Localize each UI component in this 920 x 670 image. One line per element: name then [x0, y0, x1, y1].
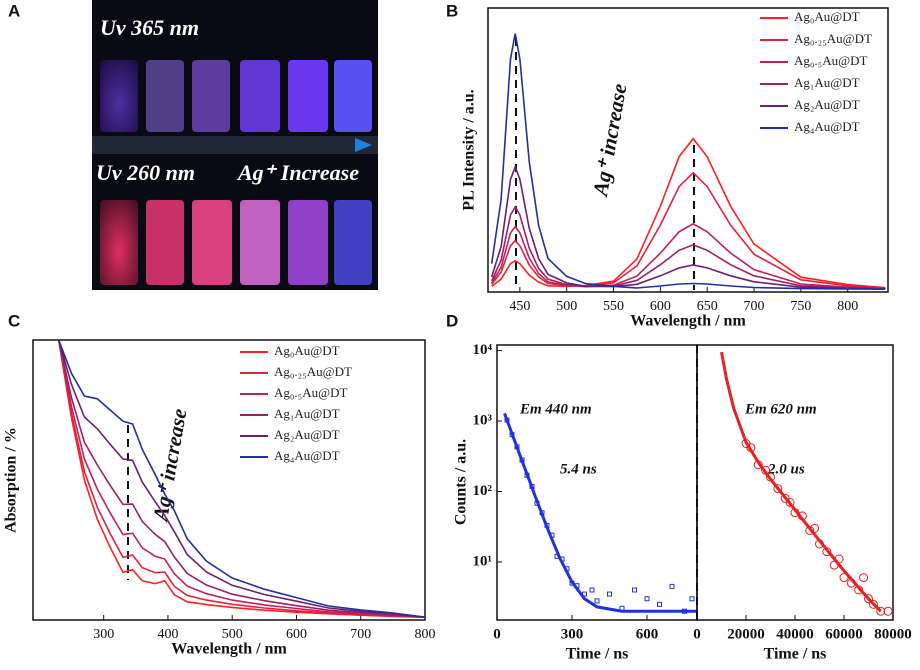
series-line: [491, 222, 886, 290]
series-line: [57, 339, 426, 618]
x-tick-label: 700: [350, 627, 371, 642]
x-tick-label: 20000: [727, 626, 765, 642]
annotation: Em 440 nm: [519, 401, 592, 417]
data-point: [868, 599, 878, 609]
y-tick-label: 10⁴: [473, 342, 493, 358]
x-tick-label: 600: [636, 626, 659, 642]
plot-frame: [496, 344, 698, 621]
legend-label: Ag₄Au@DT: [794, 119, 860, 134]
arrow-head: [355, 138, 372, 152]
annotation: Ag⁺ increase: [588, 82, 632, 200]
series-line: [57, 339, 426, 618]
legend-label: Ag₀.₅Au@DT: [274, 385, 347, 400]
fit-line: [503, 412, 697, 613]
x-tick-label: 60000: [825, 626, 863, 642]
x-tick-label: 650: [697, 299, 718, 314]
x-tick-label: 500: [556, 299, 577, 314]
panel-label: A: [8, 1, 20, 20]
photo-label: Ag⁺ Increase: [236, 160, 359, 185]
x-axis-label: Time / ns: [764, 646, 827, 663]
x-tick-label: 800: [415, 627, 436, 642]
series-line: [491, 171, 886, 289]
y-tick-label: 10²: [473, 483, 493, 499]
legend-label: Ag₁Au@DT: [794, 75, 860, 90]
legend-label: Ag₄Au@DT: [274, 448, 340, 463]
data-point: [773, 484, 783, 494]
y-axis-label: PL Intensity / a.u.: [461, 89, 478, 210]
legend-label: Ag₁Au@DT: [274, 406, 340, 421]
legend-label: Ag₀.₅Au@DT: [794, 53, 867, 68]
data-point: [607, 591, 612, 597]
annotation: 2.0 us: [767, 461, 805, 477]
legend-label: Ag₂Au@DT: [794, 97, 860, 112]
plot-frame: [696, 344, 894, 621]
data-point: [657, 601, 662, 607]
x-tick-label: 700: [744, 299, 765, 314]
legend-label: Ag₀.₂₅Au@DT: [794, 31, 872, 46]
panel-label: B: [446, 1, 458, 20]
panel-label: C: [8, 311, 20, 330]
series-line: [57, 339, 426, 618]
x-tick-label: 0: [693, 626, 701, 642]
plot-frame: [32, 339, 426, 621]
x-tick-label: 600: [286, 627, 307, 642]
data-point: [876, 606, 886, 616]
photo: Uv 365 nm Uv 260 nm Ag⁺ Increase: [92, 0, 378, 290]
x-axis-label: Wavelength / nm: [630, 313, 746, 330]
data-point: [632, 587, 637, 593]
x-tick-label: 0: [493, 626, 501, 642]
legend-label: Ag₀.₂₅Au@DT: [274, 364, 352, 379]
series-line: [57, 339, 426, 618]
series-line: [491, 137, 886, 289]
vials-top: [100, 60, 372, 132]
annotation: Ag⁺ increase: [148, 407, 192, 525]
plot-frame: [487, 7, 889, 293]
y-tick-label: 10³: [473, 412, 493, 428]
x-tick-label: 40000: [776, 626, 814, 642]
fit-line: [720, 351, 882, 613]
x-tick-label: 550: [603, 299, 624, 314]
photo-label: Uv 365 nm: [100, 15, 199, 40]
x-axis-label: Time / ns: [566, 646, 629, 663]
y-tick-label: 10¹: [473, 553, 493, 569]
vials-bottom: [100, 200, 372, 285]
y-axis-label: Counts / a.u.: [453, 439, 470, 525]
data-point: [859, 573, 869, 583]
y-axis-label: Absorption / %: [3, 427, 20, 533]
data-point: [689, 596, 695, 602]
series-line: [490, 164, 886, 290]
data-point: [594, 598, 600, 604]
data-point: [883, 606, 893, 616]
series-line: [57, 339, 426, 618]
x-tick-label: 300: [561, 626, 584, 642]
x-tick-label: 750: [790, 299, 811, 314]
photo-label: Uv 260 nm: [96, 160, 195, 185]
panel-label: D: [446, 311, 458, 330]
legend-label: Ag₂Au@DT: [274, 427, 340, 442]
x-tick-label: 800: [837, 299, 858, 314]
x-axis-label: Wavelength / nm: [171, 641, 287, 658]
data-point: [785, 497, 795, 507]
x-tick-label: 450: [509, 299, 530, 314]
series-line: [490, 33, 886, 290]
data-point: [589, 587, 595, 593]
legend-label: Ag₀Au@DT: [794, 9, 860, 24]
annotation: 5.4 ns: [560, 461, 597, 477]
legend-label: Ag₀Au@DT: [274, 343, 340, 358]
series-line: [57, 339, 426, 618]
x-tick-label: 500: [222, 627, 243, 642]
annotation: Em 620 nm: [744, 401, 817, 417]
x-tick-label: 80000: [874, 626, 912, 642]
x-tick-label: 400: [157, 627, 178, 642]
data-point: [669, 583, 675, 589]
x-tick-label: 600: [650, 299, 671, 314]
x-tick-label: 300: [93, 627, 114, 642]
data-point: [644, 596, 650, 602]
data-point: [864, 594, 873, 604]
